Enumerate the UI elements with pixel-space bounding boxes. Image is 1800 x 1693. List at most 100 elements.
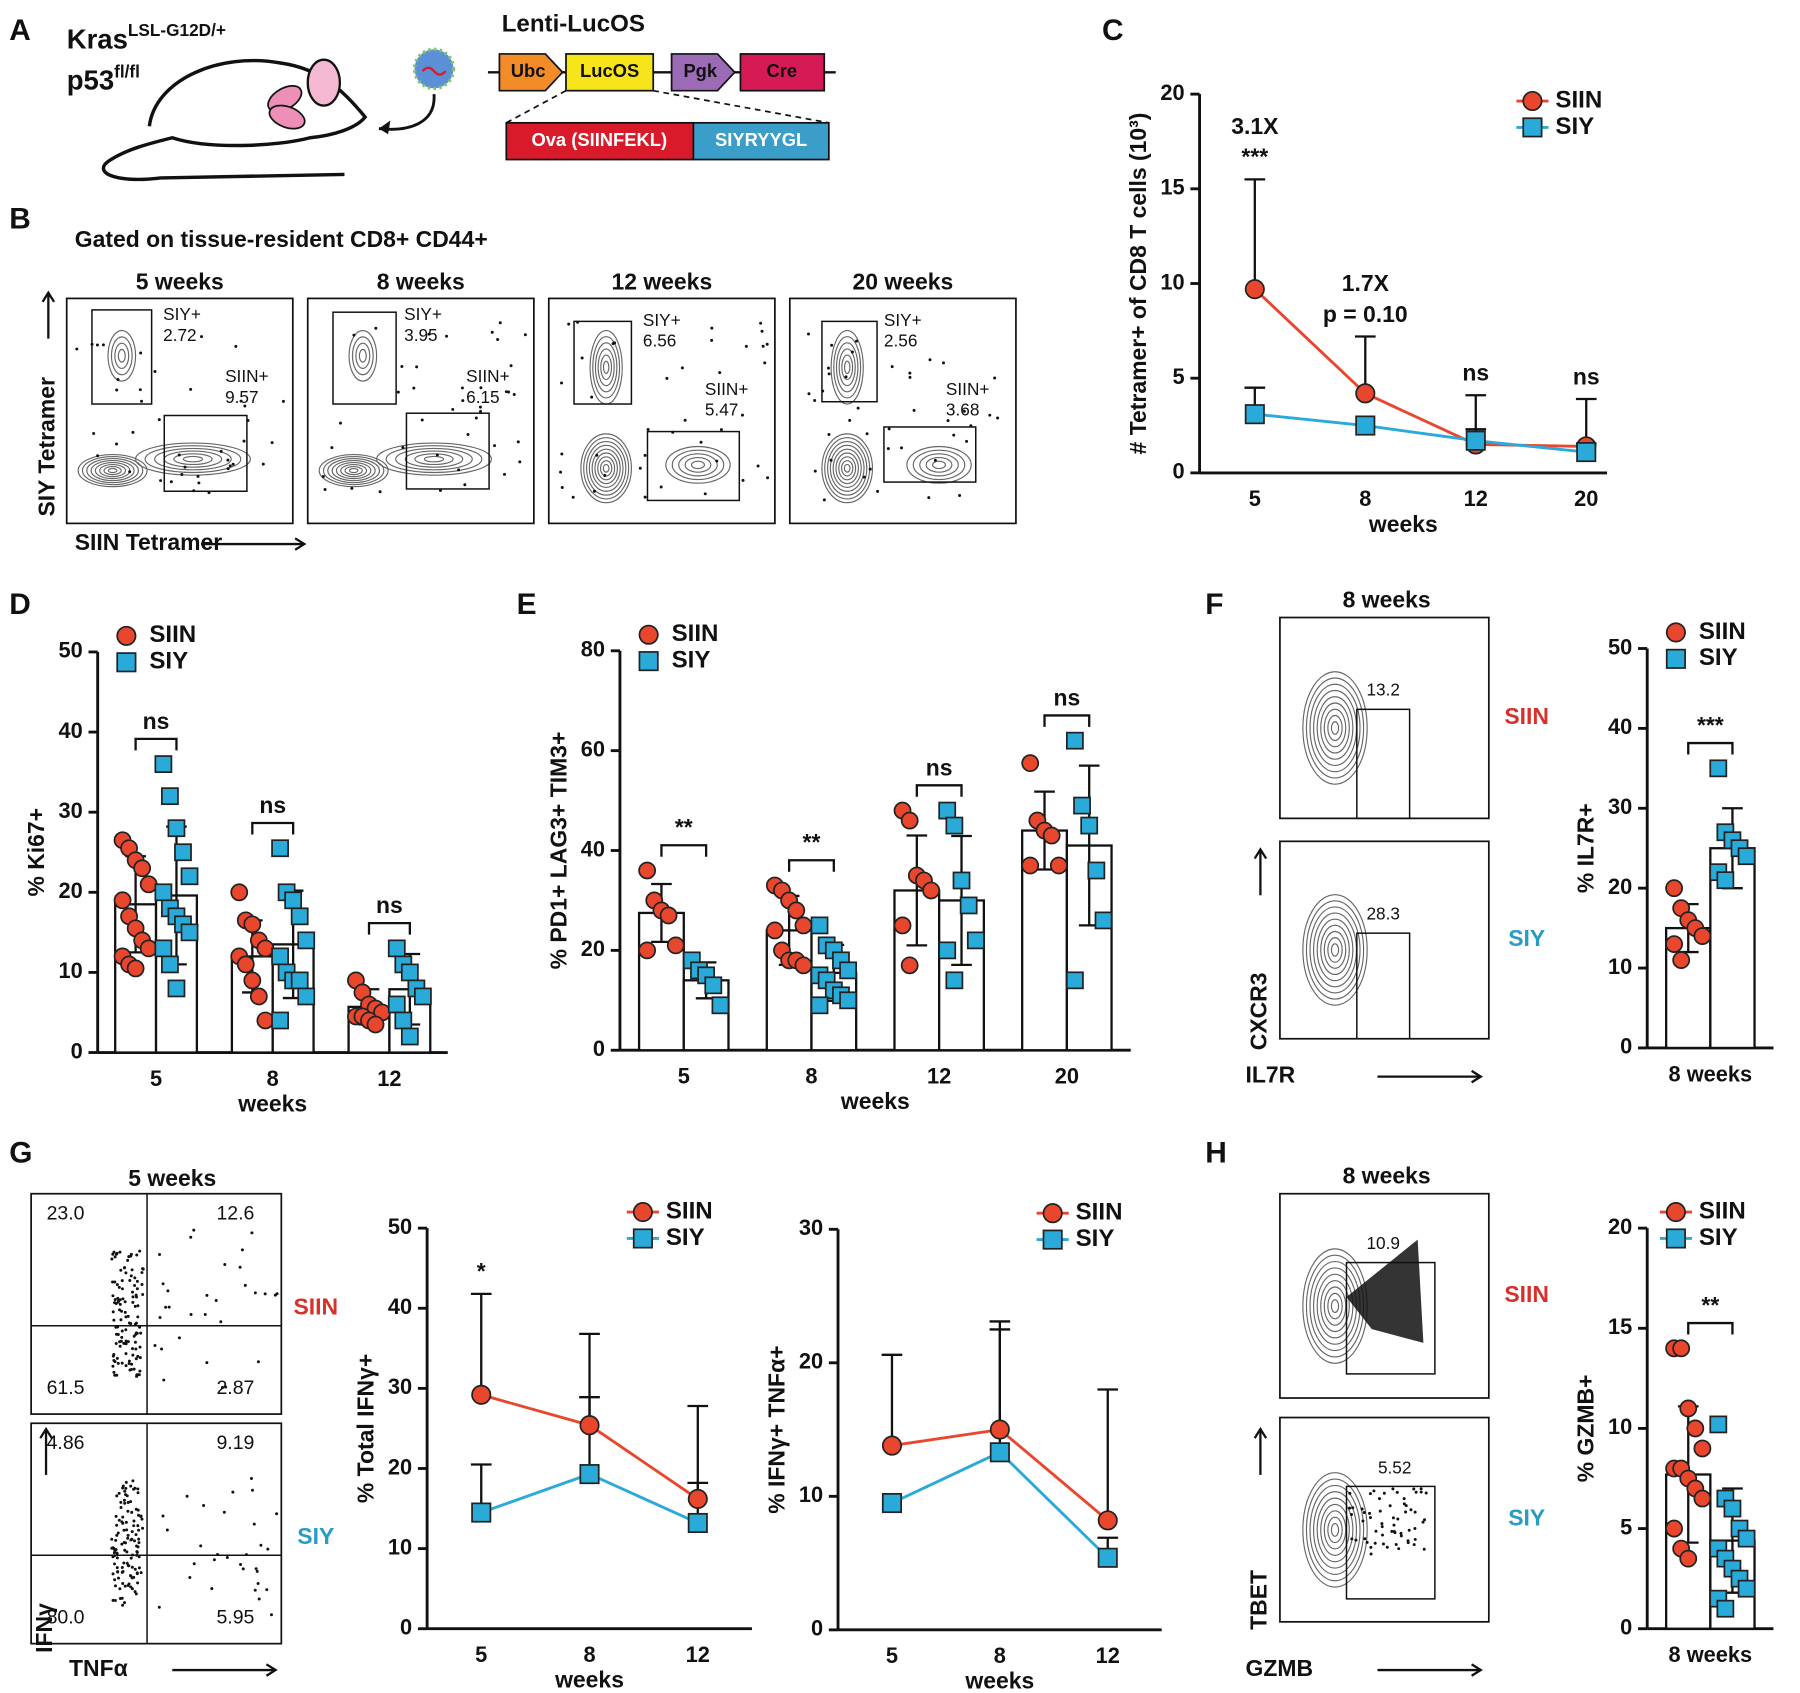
event-dot (1404, 1510, 1408, 1514)
event-dot (123, 1601, 127, 1605)
annotation: ns (1462, 360, 1489, 386)
quadrant-value: 9.19 (216, 1432, 254, 1454)
annotation: 3.1X (1231, 113, 1279, 139)
event-dot (740, 413, 744, 417)
event-dot (509, 364, 513, 368)
event-dot (200, 335, 204, 339)
replicate-point (794, 956, 813, 975)
replicate-point (180, 923, 199, 942)
replicate-point (167, 979, 186, 998)
event-dot (962, 409, 966, 413)
event-dot (241, 1567, 245, 1571)
x-tick-label: 5 (475, 1642, 487, 1667)
replicate-point (230, 883, 249, 902)
event-dot (741, 478, 745, 482)
contour (107, 329, 137, 382)
replicate-point (400, 963, 419, 982)
arrowhead (1253, 1426, 1268, 1439)
event-dot (177, 453, 181, 457)
event-dot (128, 1278, 132, 1282)
significance-label: ** (1701, 1292, 1719, 1318)
event-dot (139, 1331, 143, 1335)
event-dot (114, 1325, 118, 1329)
event-dot (646, 427, 650, 431)
contour (841, 354, 854, 381)
event-dot (121, 1569, 125, 1573)
event-dot (113, 1373, 117, 1377)
event-dot (111, 1354, 115, 1358)
event-dot (112, 1250, 116, 1254)
event-dot (378, 490, 382, 494)
x-tick-label: 20 (1574, 486, 1598, 511)
replicate-point (638, 861, 657, 880)
panel-label: B (9, 202, 31, 235)
event-dot (848, 418, 852, 422)
event-dot (132, 1524, 136, 1528)
contour (690, 460, 705, 470)
event-dot (498, 321, 502, 325)
legend-marker (1665, 1228, 1686, 1249)
event-dot (130, 1268, 134, 1272)
replicate-point (387, 995, 406, 1014)
event-dot (479, 386, 483, 390)
replicate-point (271, 947, 289, 966)
event-dot (1369, 1545, 1373, 1549)
mouse (101, 58, 368, 182)
event-dot (1413, 1537, 1417, 1541)
replicate-point (1066, 971, 1084, 990)
event-dot (169, 480, 173, 484)
event-dot (134, 1533, 138, 1537)
contour (1330, 721, 1340, 735)
contour (585, 440, 627, 496)
event-dot (1423, 1518, 1427, 1522)
event-dot (988, 413, 992, 417)
legend-label: SIY (666, 1224, 705, 1251)
event-dot (133, 1539, 137, 1543)
contour (348, 468, 359, 474)
replicate-point (154, 755, 173, 774)
event-dot (127, 1321, 131, 1325)
contour (1327, 937, 1343, 963)
event-dot (1397, 1547, 1401, 1551)
event-dot (124, 1541, 128, 1545)
event-dot (253, 1291, 257, 1295)
data-point (881, 1492, 903, 1514)
event-dot (115, 388, 119, 392)
replicate-point (704, 976, 723, 995)
gate (1356, 932, 1411, 1040)
element-lucos (565, 53, 655, 92)
event-dot (1381, 1533, 1385, 1537)
event-dot (249, 1477, 253, 1480)
contour (1305, 900, 1365, 1000)
annotation: p = 0.10 (1323, 301, 1408, 327)
event-dot (899, 446, 903, 450)
legend-label: SIY (1699, 644, 1738, 671)
event-dot (113, 1549, 117, 1553)
arrowhead (265, 1663, 278, 1677)
event-dot (120, 1361, 124, 1365)
event-dot (1378, 1509, 1382, 1513)
event-dot (124, 1315, 128, 1319)
data-point (579, 1415, 600, 1436)
event-dot (137, 1566, 141, 1570)
event-dot (157, 1605, 161, 1609)
event-dot (128, 470, 132, 474)
y-tick-label: 50 (59, 638, 83, 663)
significance-label: ns (1053, 684, 1080, 710)
event-dot (113, 1280, 117, 1284)
event-dot (129, 1574, 133, 1578)
gate-label: SIY+ (404, 304, 442, 324)
event-dot (321, 474, 325, 478)
replicate-point (1716, 1599, 1735, 1618)
event-dot (114, 1302, 118, 1306)
contour (1313, 689, 1358, 767)
contour (144, 445, 242, 474)
event-dot (850, 350, 854, 354)
event-dot (158, 1316, 162, 1320)
data-point (1097, 1547, 1118, 1568)
y-tick-label: 0 (811, 1616, 823, 1641)
y-tick-label: 20 (1608, 1214, 1632, 1239)
contour (600, 354, 613, 381)
event-dot (136, 1491, 140, 1495)
legend-label: SIIN (1699, 618, 1746, 645)
